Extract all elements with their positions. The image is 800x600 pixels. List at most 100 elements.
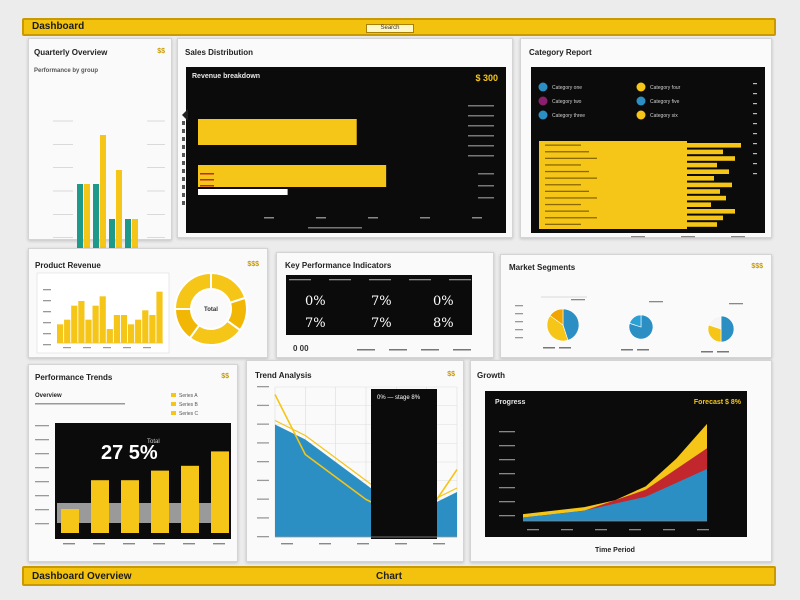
- footer-title: Dashboard Overview: [32, 571, 132, 582]
- x-tick-mark: [316, 217, 326, 219]
- kpi-value: 7%: [371, 316, 392, 331]
- bar-A-s1: [84, 184, 90, 261]
- row-label-line: [545, 210, 589, 212]
- bar-A-s0: [77, 184, 83, 261]
- legend-label: Series C: [179, 411, 199, 417]
- panel-badge: $$: [221, 373, 229, 380]
- panel-subtitle: Overview: [35, 393, 62, 399]
- x-tick-mark: [420, 217, 430, 219]
- y-tick-mark: [515, 329, 523, 331]
- category-chart: Category one Category two Category three Ca…: [538, 82, 757, 238]
- bar-D-s0: [125, 219, 131, 261]
- bar-2: [91, 480, 109, 533]
- y-tick-mark: [257, 442, 269, 444]
- label-line: [478, 173, 494, 175]
- pie-A-slice-0: [562, 308, 580, 341]
- y-tick-mark: [43, 344, 51, 346]
- y-tick-mark: [43, 311, 51, 313]
- bottom-bar: Dashboard Overview Chart: [22, 566, 776, 586]
- x-tick-mark: [63, 347, 71, 349]
- x-tick-mark: [595, 529, 607, 531]
- footer-line: [357, 349, 375, 351]
- x-tick-mark: [264, 217, 274, 219]
- label-line: [468, 105, 494, 107]
- legend-label: Category two: [552, 99, 582, 105]
- pie-B-slice-1: [629, 314, 642, 328]
- panel-title: Performance Trends: [35, 373, 113, 382]
- x-tick-mark: [123, 347, 131, 349]
- y-tick-mark: [35, 439, 49, 441]
- market-segments-pies: [515, 296, 743, 353]
- y-tick-mark: [35, 467, 49, 469]
- y-tick-mark: [499, 459, 515, 461]
- x-tick-mark: [213, 543, 225, 545]
- hbar-4: [687, 169, 729, 174]
- hbar-3: [198, 189, 288, 195]
- label-line: [468, 155, 494, 157]
- y-tick-mark: [182, 177, 185, 181]
- search-box[interactable]: Search: [366, 24, 414, 33]
- legend-label: Series B: [179, 402, 199, 408]
- row-label-line: [545, 177, 597, 179]
- x-axis-label: [308, 227, 362, 229]
- legend-dot: [636, 110, 646, 120]
- legend-label: Series A: [179, 393, 198, 399]
- pie-caption-line: [571, 299, 585, 301]
- hbar-7: [687, 189, 720, 194]
- x-tick-mark: [319, 543, 331, 545]
- x-tick-mark: [153, 543, 165, 545]
- hbar-12: [687, 222, 717, 227]
- panel-market-segments: Market Segments $$$: [500, 254, 772, 358]
- bar-8: [106, 329, 113, 343]
- x-tick-mark: [63, 543, 75, 545]
- bar-B-s0: [93, 184, 99, 261]
- bar-6: [92, 305, 99, 343]
- y-tick-mark: [43, 322, 51, 324]
- x-tick-mark: [395, 543, 407, 545]
- row-marker: [200, 185, 214, 187]
- bar-7: [99, 296, 106, 343]
- legend-swatch: [171, 411, 176, 415]
- y-tick-mark: [43, 333, 51, 335]
- x-tick-mark: [681, 236, 695, 238]
- bar-D-s1: [132, 219, 138, 261]
- row-label-line: [545, 157, 597, 159]
- y-tick-mark: [257, 386, 269, 388]
- y-tick-mark: [515, 321, 523, 323]
- x-tick-mark: [663, 529, 675, 531]
- hbar-1: [198, 119, 357, 145]
- bar-4: [151, 470, 169, 533]
- y-tick-mark: [257, 479, 269, 482]
- pie-C-slice-1: [707, 324, 722, 343]
- kpi-value: 7%: [371, 294, 392, 309]
- x-tick-mark: [472, 217, 482, 219]
- kpi-table: 0% 7% 0% 7% 7% 8% 0 00: [289, 279, 471, 353]
- y-tick-mark: [257, 498, 269, 500]
- row-label-line: [545, 197, 597, 199]
- bar-6: [211, 451, 229, 533]
- panel-growth: Growth Progress Forecast $ 8% Time Perio…: [470, 360, 772, 562]
- x-tick-mark: [433, 543, 445, 545]
- x-tick-mark: [123, 543, 135, 545]
- right-tick: [753, 133, 757, 135]
- x-tick-mark: [357, 543, 369, 545]
- label-line: [468, 115, 494, 117]
- panel-title: Quarterly Overview: [34, 48, 108, 57]
- panel-sales-distribution: Sales Distribution Revenue breakdown $ 3…: [177, 38, 513, 238]
- hbar-8: [687, 195, 726, 201]
- bar-13: [142, 310, 149, 343]
- donut-slice-4: [173, 271, 212, 310]
- y-tick-mark: [257, 536, 269, 538]
- panel-title: Key Performance Indicators: [285, 261, 392, 270]
- y-tick-mark: [35, 425, 49, 427]
- bar-2: [64, 319, 71, 343]
- row-marker: [200, 179, 214, 181]
- donut-center-label: Total: [204, 307, 218, 313]
- performance-bar-chart: Series A Series B Series C 27 5%Total: [35, 393, 229, 545]
- x-tick-mark: [83, 347, 91, 349]
- x-tick-mark: [281, 543, 293, 545]
- panel-title: Sales Distribution: [185, 48, 254, 57]
- legend-dot: [538, 82, 548, 92]
- header-line: [289, 279, 311, 281]
- legend-label: Category six: [650, 113, 678, 119]
